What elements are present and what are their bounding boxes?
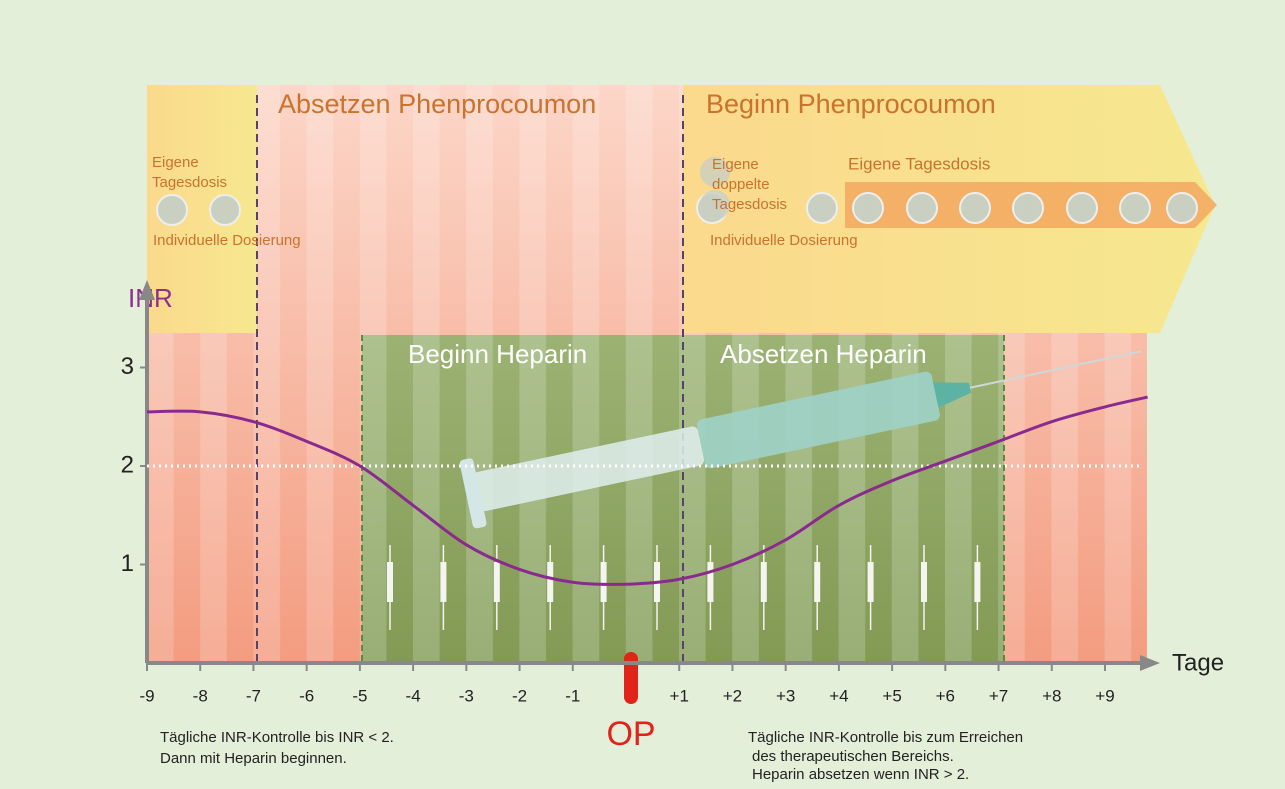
pill <box>960 193 990 223</box>
x-tick-label: -6 <box>299 686 314 705</box>
pill <box>1067 193 1097 223</box>
y-tick-label: 2 <box>121 451 134 478</box>
dose-label: doppelte <box>712 176 770 193</box>
x-tick-label: +9 <box>1095 686 1114 705</box>
x-tick-label: -8 <box>193 686 208 705</box>
pill <box>157 195 187 225</box>
pill <box>853 193 883 223</box>
dose-label: Individuelle Dosierung <box>710 232 858 249</box>
pill <box>807 193 837 223</box>
dose-label: Eigene <box>152 154 199 171</box>
dose-label: Tagesdosis <box>152 174 227 191</box>
x-tick-label: +1 <box>670 686 689 705</box>
pill <box>210 195 240 225</box>
x-tick-label: -7 <box>246 686 261 705</box>
dose-label: Individuelle Dosierung <box>153 232 301 249</box>
pill <box>1120 193 1150 223</box>
heparin-label: Absetzen Heparin <box>720 339 927 369</box>
x-tick-label: +4 <box>829 686 848 705</box>
pill <box>1013 193 1043 223</box>
x-tick-label: +2 <box>723 686 742 705</box>
dose-label: Eigene Tagesdosis <box>848 154 990 173</box>
pill <box>907 193 937 223</box>
x-tick-label: -9 <box>139 686 154 705</box>
x-tick-label: +3 <box>776 686 795 705</box>
x-tick-label: -5 <box>352 686 367 705</box>
note: Tägliche INR-Kontrolle bis zum Erreichen <box>748 729 1023 746</box>
x-tick-label: -4 <box>406 686 421 705</box>
y-tick-label: 3 <box>121 353 134 380</box>
note: Dann mit Heparin beginnen. <box>160 750 347 767</box>
x-tick-label: +5 <box>882 686 901 705</box>
x-tick-label: -2 <box>512 686 527 705</box>
x-tick-label: +8 <box>1042 686 1061 705</box>
x-tick-label: -1 <box>565 686 580 705</box>
dose-label: Tagesdosis <box>712 196 787 213</box>
phase-title: Absetzen Phenprocoumon <box>278 89 596 119</box>
note: Heparin absetzen wenn INR > 2. <box>752 766 969 783</box>
infographic: Absetzen Phenprocoumon Beginn Phenprocou… <box>0 0 1285 789</box>
x-axis-label: Tage <box>1172 649 1224 676</box>
note: Tägliche INR-Kontrolle bis INR < 2. <box>160 729 394 746</box>
op-label: OP <box>606 715 655 753</box>
phase-title: Beginn Phenprocoumon <box>706 89 996 119</box>
y-tick-label: 1 <box>121 550 134 577</box>
x-tick-label: +6 <box>936 686 955 705</box>
dose-label: Eigene <box>712 156 759 173</box>
x-tick-label: -3 <box>459 686 474 705</box>
note: des therapeutischen Bereichs. <box>752 748 954 765</box>
pill <box>1167 193 1197 223</box>
op-marker <box>624 652 638 704</box>
x-tick-label: +7 <box>989 686 1008 705</box>
heparin-label: Beginn Heparin <box>408 339 587 369</box>
